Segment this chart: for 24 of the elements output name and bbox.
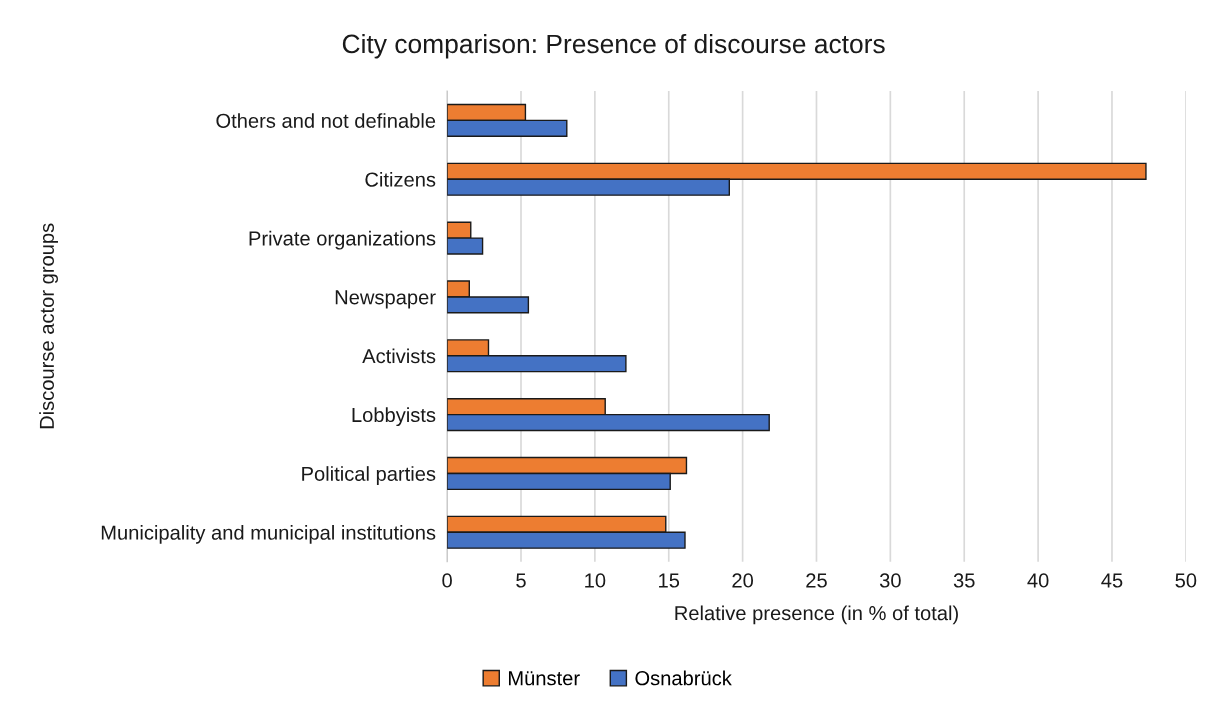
x-tick-label: 35 xyxy=(953,573,975,588)
x-tick-label: 10 xyxy=(585,573,606,588)
y-tick-label: Private organizations xyxy=(249,230,436,250)
y-axis-title: Discourse actor groups xyxy=(39,223,58,429)
y-tick-label: Citizens xyxy=(365,171,436,187)
x-axis-title: Relative presence (in % of total) xyxy=(675,605,958,625)
chart-title: City comparison: Presence of discourse actors xyxy=(342,33,885,59)
legend-label: Osnabrück xyxy=(635,670,732,686)
y-tick-label: Activists xyxy=(362,348,436,364)
y-tick-label: Municipality and municipal institutions xyxy=(101,524,436,544)
y-tick-label: Lobbyists xyxy=(352,407,436,427)
x-tick-label: 30 xyxy=(879,573,901,588)
y-tick-label: Others and not definable xyxy=(216,113,436,128)
x-tick-label: 45 xyxy=(1101,573,1123,588)
x-tick-label: 0 xyxy=(442,573,452,588)
x-tick-label: 40 xyxy=(1027,573,1049,588)
legend-label: Münster xyxy=(508,671,580,686)
x-tick-label: 20 xyxy=(732,573,754,588)
y-tick-label: Newspaper xyxy=(335,290,436,309)
x-tick-label: 5 xyxy=(516,573,526,588)
x-tick-label: 15 xyxy=(659,573,680,588)
x-tick-label: 25 xyxy=(806,573,827,588)
y-tick-label: Political parties xyxy=(302,466,436,485)
x-tick-label: 50 xyxy=(1175,573,1197,588)
